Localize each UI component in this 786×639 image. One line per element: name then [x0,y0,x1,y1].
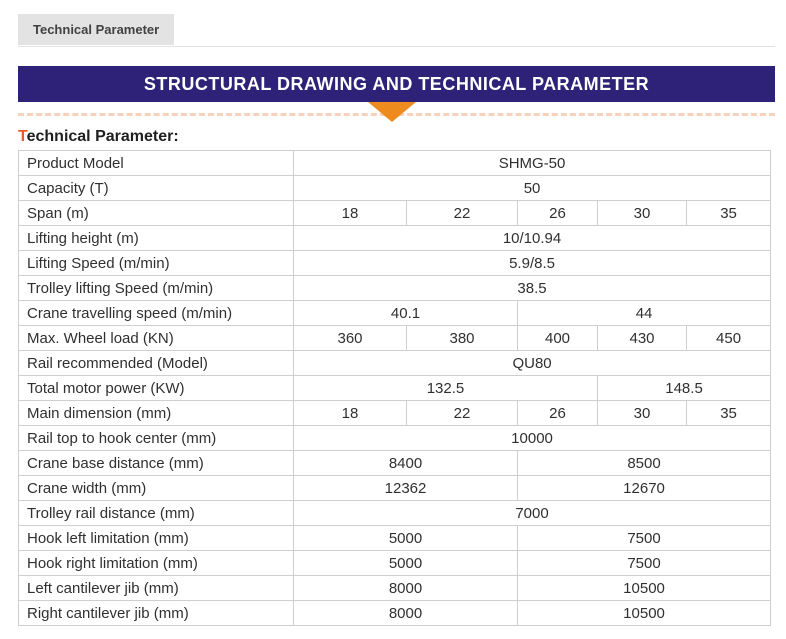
row-label: Max. Wheel load (KN) [18,325,294,351]
row-label: Capacity (T) [18,175,294,201]
technical-parameter-table: Product Model SHMG-50 Capacity (T) 50 Span (… [18,150,772,626]
table-row: Right cantilever jib (mm) 8000 10500 [18,600,772,626]
value-cell: 7500 [516,550,772,576]
table-row: Rail top to hook center (mm) 10000 [18,425,772,451]
row-label: Lifting height (m) [18,225,294,251]
value-cell: 18 [293,200,407,226]
banner-arrow-down-icon [368,102,416,122]
spec-table-wrap: Product Model SHMG-50 Capacity (T) 50 Span (… [18,150,772,626]
table-row: Hook right limitation (mm) 5000 7500 [18,550,772,576]
value-cell: 7000 [292,500,772,526]
table-row: Total motor power (KW) 132.5 148.5 [18,375,772,401]
row-label: Rail top to hook center (mm) [18,425,294,451]
value-cell: 8000 [293,600,518,626]
table-row: Max. Wheel load (KN) 360 380 400 430 450 [18,325,772,351]
value-cell: 26 [517,400,598,426]
row-label: Left cantilever jib (mm) [18,575,294,601]
row-label: Hook left limitation (mm) [18,525,294,551]
tab-technical-parameter[interactable]: Technical Parameter [18,14,175,45]
value-cell: 8000 [293,575,518,601]
row-label: Product Model [18,150,294,176]
value-cell: 35 [685,400,772,426]
value-cell: 12670 [516,475,772,501]
table-row: Left cantilever jib (mm) 8000 10500 [18,575,772,601]
table-row: Rail recommended (Model) QU80 [18,350,772,376]
value-cell: 5.9/8.5 [292,250,772,276]
value-cell: 44 [516,300,772,326]
value-cell: 380 [406,325,518,351]
table-row: Main dimension (mm) 18 22 26 30 35 [18,400,772,426]
table-row: Crane base distance (mm) 8400 8500 [18,450,772,476]
value-cell: 10500 [516,600,772,626]
value-cell: 450 [685,325,772,351]
value-cell: 50 [292,175,772,201]
value-cell: 132.5 [293,375,598,401]
value-cell: 18 [293,400,407,426]
value-cell: 8400 [293,450,518,476]
value-cell: 40.1 [293,300,518,326]
value-cell: 10/10.94 [292,225,772,251]
value-cell: SHMG-50 [292,150,772,176]
table-row: Crane travelling speed (m/min) 40.1 44 [18,300,772,326]
value-cell: 5000 [293,525,518,551]
value-cell: 400 [517,325,598,351]
tab-divider-line [18,46,775,47]
row-label: Lifting Speed (m/min) [18,250,294,276]
table-row: Lifting Speed (m/min) 5.9/8.5 [18,250,772,276]
value-cell: 30 [597,200,687,226]
row-label: Trolley rail distance (mm) [18,500,294,526]
section-heading: Technical Parameter: [18,128,179,146]
value-cell: 5000 [293,550,518,576]
table-row: Crane width (mm) 12362 12670 [18,475,772,501]
value-cell: 30 [597,400,687,426]
row-label: Hook right limitation (mm) [18,550,294,576]
value-cell: 10000 [292,425,772,451]
row-label: Crane travelling speed (m/min) [18,300,294,326]
row-label: Right cantilever jib (mm) [18,600,294,626]
row-label: Crane width (mm) [18,475,294,501]
table-row: Product Model SHMG-50 [18,150,772,176]
value-cell: 430 [597,325,687,351]
row-label: Trolley lifting Speed (m/min) [18,275,294,301]
value-cell: 38.5 [292,275,772,301]
value-cell: 35 [685,200,772,226]
table-row: Trolley rail distance (mm) 7000 [18,500,772,526]
value-cell: 22 [406,200,518,226]
table-row: Span (m) 18 22 26 30 35 [18,200,772,226]
value-cell: 12362 [293,475,518,501]
row-label: Rail recommended (Model) [18,350,294,376]
value-cell: 22 [406,400,518,426]
value-cell: 8500 [516,450,772,476]
table-row: Capacity (T) 50 [18,175,772,201]
row-label: Crane base distance (mm) [18,450,294,476]
table-row: Hook left limitation (mm) 5000 7500 [18,525,772,551]
value-cell: QU80 [292,350,772,376]
row-label: Total motor power (KW) [18,375,294,401]
section-banner: STRUCTURAL DRAWING AND TECHNICAL PARAMET… [18,66,775,102]
table-row: Trolley lifting Speed (m/min) 38.5 [18,275,772,301]
value-cell: 360 [293,325,407,351]
row-label: Span (m) [18,200,294,226]
section-heading-text: echnical Parameter: [26,128,179,145]
table-row: Lifting height (m) 10/10.94 [18,225,772,251]
value-cell: 10500 [516,575,772,601]
banner-title: STRUCTURAL DRAWING AND TECHNICAL PARAMET… [143,73,650,94]
value-cell: 7500 [516,525,772,551]
section-heading-accent-letter: T [18,128,27,145]
table-body: Product Model SHMG-50 Capacity (T) 50 Span (… [18,150,772,626]
value-cell: 148.5 [596,375,772,401]
value-cell: 26 [517,200,598,226]
row-label: Main dimension (mm) [18,400,294,426]
